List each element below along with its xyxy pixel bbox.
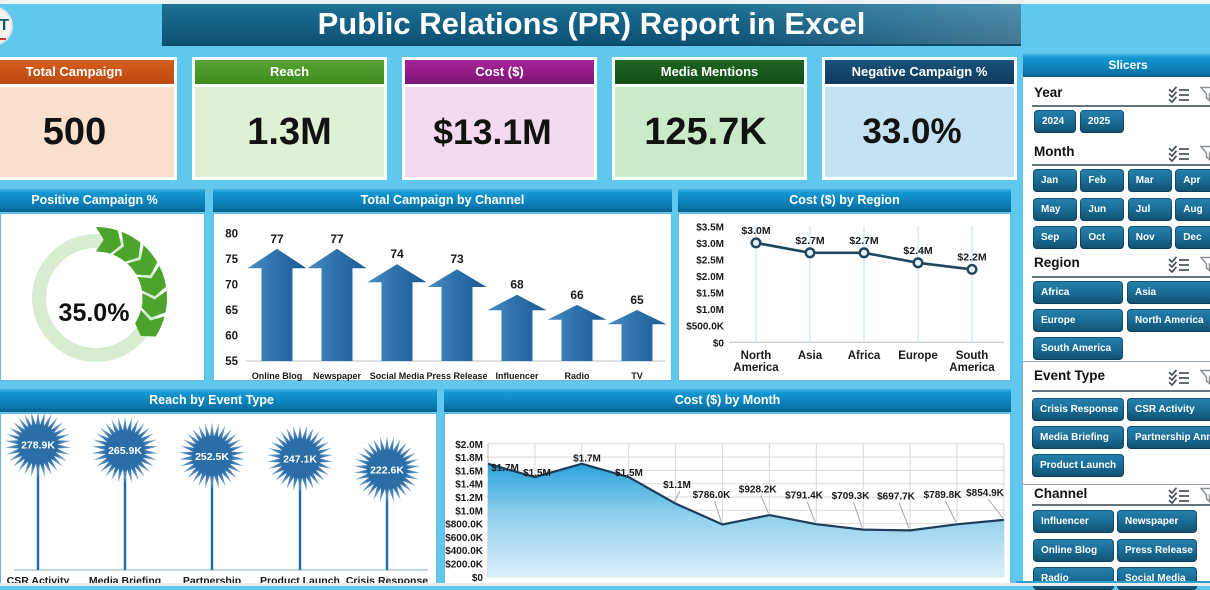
svg-text:Crisis Response: Crisis Response: [346, 575, 428, 586]
svg-text:America: America: [949, 362, 995, 374]
svg-text:65: 65: [630, 293, 644, 307]
svg-text:CSR Activity: CSR Activity: [7, 575, 70, 586]
svg-text:$400.0K: $400.0K: [445, 546, 484, 557]
svg-text:247.1K: 247.1K: [283, 453, 317, 465]
svg-text:73: 73: [450, 252, 464, 266]
svg-text:Online Blog: Online Blog: [252, 371, 303, 381]
svg-text:$709.3K: $709.3K: [832, 491, 871, 502]
svg-text:$1.7M: $1.7M: [573, 454, 601, 465]
svg-text:$200.0K: $200.0K: [445, 560, 484, 571]
svg-text:65: 65: [225, 305, 238, 317]
svg-text:74: 74: [390, 247, 404, 261]
svg-text:60: 60: [225, 331, 238, 343]
svg-text:$1.5M: $1.5M: [523, 468, 551, 479]
svg-text:$800.0K: $800.0K: [445, 520, 484, 531]
svg-text:$1.0M: $1.0M: [696, 305, 724, 316]
svg-text:Newspaper: Newspaper: [313, 371, 362, 381]
svg-text:$1.7M: $1.7M: [491, 463, 519, 474]
svg-text:$2.7M: $2.7M: [849, 235, 878, 247]
svg-text:$1.2M: $1.2M: [455, 493, 483, 504]
svg-text:278.9K: 278.9K: [21, 439, 55, 451]
svg-text:$928.2K: $928.2K: [739, 485, 778, 496]
svg-text:$1.1M: $1.1M: [663, 480, 691, 491]
svg-text:55: 55: [225, 356, 238, 368]
svg-text:Product Launch: Product Launch: [260, 575, 340, 586]
svg-text:$2.4M: $2.4M: [903, 245, 932, 257]
svg-text:77: 77: [330, 232, 344, 246]
svg-text:80: 80: [225, 229, 238, 241]
svg-text:$1.5M: $1.5M: [696, 289, 724, 300]
svg-text:$697.7K: $697.7K: [877, 492, 916, 503]
svg-text:South: South: [956, 350, 989, 362]
svg-text:Social Media: Social Media: [370, 371, 426, 381]
svg-text:Influencer: Influencer: [495, 371, 539, 381]
svg-text:$3.0M: $3.0M: [696, 239, 724, 250]
svg-text:265.9K: 265.9K: [108, 445, 142, 457]
svg-text:Asia: Asia: [798, 350, 823, 362]
svg-text:$500.0K: $500.0K: [686, 322, 725, 333]
svg-text:$1.8M: $1.8M: [455, 453, 483, 464]
svg-text:Partnership: Partnership: [183, 575, 241, 586]
svg-text:Media Briefing: Media Briefing: [89, 575, 161, 586]
svg-text:70: 70: [225, 280, 238, 292]
svg-text:$3.5M: $3.5M: [696, 222, 724, 233]
svg-text:35.0%: 35.0%: [59, 299, 130, 327]
svg-text:$1.6M: $1.6M: [455, 466, 483, 477]
svg-text:$2.5M: $2.5M: [696, 255, 724, 266]
svg-text:Africa: Africa: [848, 350, 881, 362]
svg-text:66: 66: [570, 288, 584, 302]
svg-text:$600.0K: $600.0K: [445, 533, 484, 544]
svg-text:$854.9K: $854.9K: [966, 488, 1005, 499]
svg-text:America: America: [733, 362, 779, 374]
svg-text:222.6K: 222.6K: [370, 464, 404, 476]
svg-text:68: 68: [510, 278, 524, 292]
svg-text:$1.5M: $1.5M: [615, 468, 643, 479]
svg-text:$2.7M: $2.7M: [795, 235, 824, 247]
svg-text:77: 77: [270, 232, 284, 246]
svg-text:$1.0M: $1.0M: [455, 506, 483, 517]
svg-text:$0: $0: [472, 573, 484, 584]
svg-text:$791.4K: $791.4K: [785, 491, 824, 502]
svg-text:$2.2M: $2.2M: [957, 251, 986, 263]
svg-text:North: North: [741, 350, 772, 362]
svg-text:TV: TV: [631, 371, 643, 381]
svg-text:$786.0K: $786.0K: [693, 490, 732, 501]
svg-text:Press Release: Press Release: [426, 371, 487, 381]
svg-text:$2.0M: $2.0M: [696, 272, 724, 283]
svg-text:$3.0M: $3.0M: [741, 225, 770, 237]
svg-text:$2.0M: $2.0M: [455, 440, 483, 451]
svg-text:Europe: Europe: [898, 350, 938, 362]
svg-text:$1.4M: $1.4M: [455, 480, 483, 491]
svg-text:$0: $0: [713, 338, 725, 349]
svg-text:$789.8K: $789.8K: [924, 490, 963, 501]
svg-text:252.5K: 252.5K: [195, 451, 229, 463]
svg-text:75: 75: [225, 254, 238, 266]
svg-text:Radio: Radio: [564, 371, 590, 381]
